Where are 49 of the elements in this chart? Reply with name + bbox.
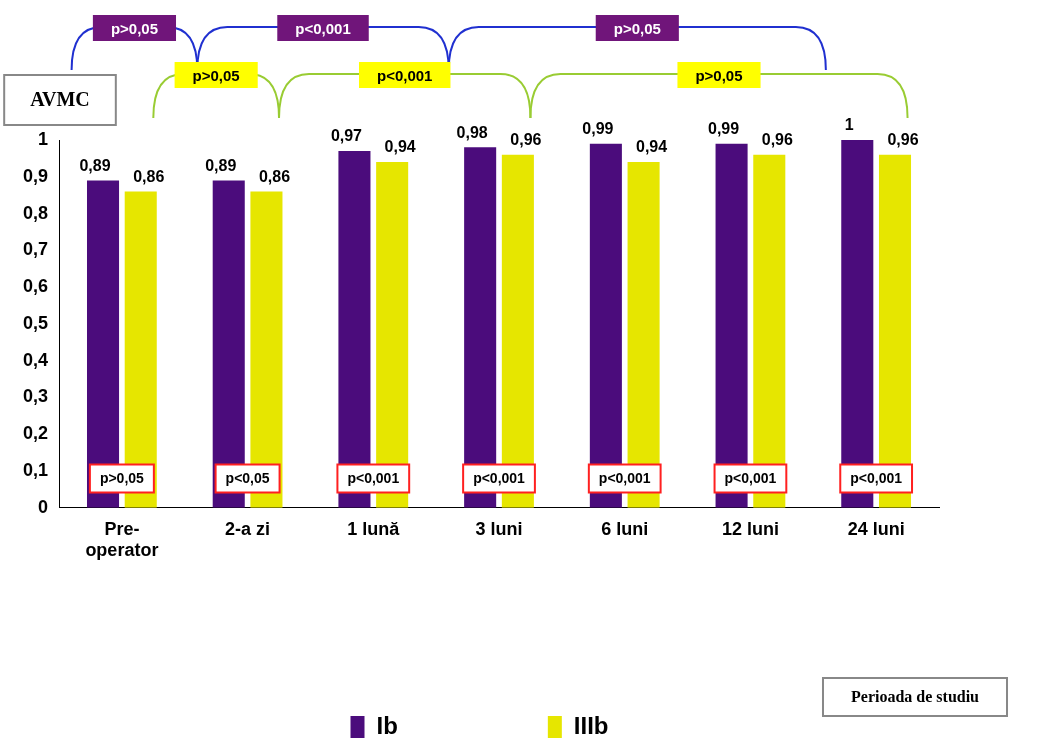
legend-label: Ib bbox=[376, 711, 398, 739]
annotation: p<0,001 bbox=[473, 470, 526, 487]
x-tick-label: Pre-operator bbox=[85, 518, 159, 561]
text: p>0,05 bbox=[110, 20, 159, 37]
x-tick-label: 1 lună bbox=[347, 518, 401, 539]
data-label: 0,89 bbox=[205, 156, 237, 174]
text: p<0,001 bbox=[295, 20, 351, 37]
text: p<0,001 bbox=[376, 67, 433, 84]
data-label: 0,86 bbox=[133, 167, 165, 185]
y-tick-label: 0,9 bbox=[22, 165, 49, 186]
x-tick-label: 2-a zi bbox=[225, 518, 271, 539]
y-tick-label: 1 bbox=[38, 128, 49, 149]
y-axis-title: AVMC bbox=[30, 88, 90, 111]
x-tick-label: 12 luni bbox=[721, 518, 779, 539]
x-tick-label: 24 luni bbox=[847, 518, 905, 539]
data-label: 0,99 bbox=[582, 120, 614, 138]
data-label: 0,96 bbox=[510, 131, 542, 149]
y-tick-label: 0,1 bbox=[22, 459, 49, 480]
data-label: 0,97 bbox=[330, 127, 363, 145]
annotation: p<0,001 bbox=[347, 470, 400, 487]
y-tick-label: 0,7 bbox=[22, 239, 49, 260]
x-tick-label: 6 luni bbox=[601, 518, 649, 539]
data-label: 0,96 bbox=[887, 131, 919, 149]
data-label: 0,86 bbox=[258, 167, 291, 185]
data-label: 0,99 bbox=[708, 120, 740, 138]
y-tick-label: 0,6 bbox=[22, 276, 49, 297]
text: p>0,05 bbox=[192, 67, 240, 84]
y-tick-label: 0,5 bbox=[22, 312, 49, 333]
data-label: 0,94 bbox=[384, 138, 416, 156]
y-tick-label: 0 bbox=[38, 496, 49, 517]
text: Perioada de studiu bbox=[850, 688, 980, 706]
legend-label: IIIb bbox=[573, 711, 609, 739]
text: p>0,05 bbox=[695, 67, 743, 84]
x-tick-label: 3 luni bbox=[475, 518, 523, 539]
text: p>0,05 bbox=[613, 20, 661, 37]
y-tick-label: 0,4 bbox=[22, 349, 49, 370]
data-label: 0,94 bbox=[636, 138, 668, 156]
y-tick-label: 0,2 bbox=[22, 423, 49, 444]
y-tick-label: 0,8 bbox=[22, 202, 49, 223]
data-label: 0,98 bbox=[456, 123, 488, 141]
annotation: p<0,001 bbox=[850, 470, 903, 487]
annotation: p<0,001 bbox=[598, 470, 651, 487]
annotation: p<0,001 bbox=[724, 470, 777, 487]
data-label: 0,96 bbox=[761, 131, 793, 149]
annotation: p>0,05 bbox=[99, 470, 145, 487]
annotation: p<0,05 bbox=[225, 470, 270, 487]
y-tick-label: 0,3 bbox=[22, 386, 49, 407]
data-label: 0,89 bbox=[79, 156, 111, 174]
data-label: 1 bbox=[844, 116, 854, 134]
